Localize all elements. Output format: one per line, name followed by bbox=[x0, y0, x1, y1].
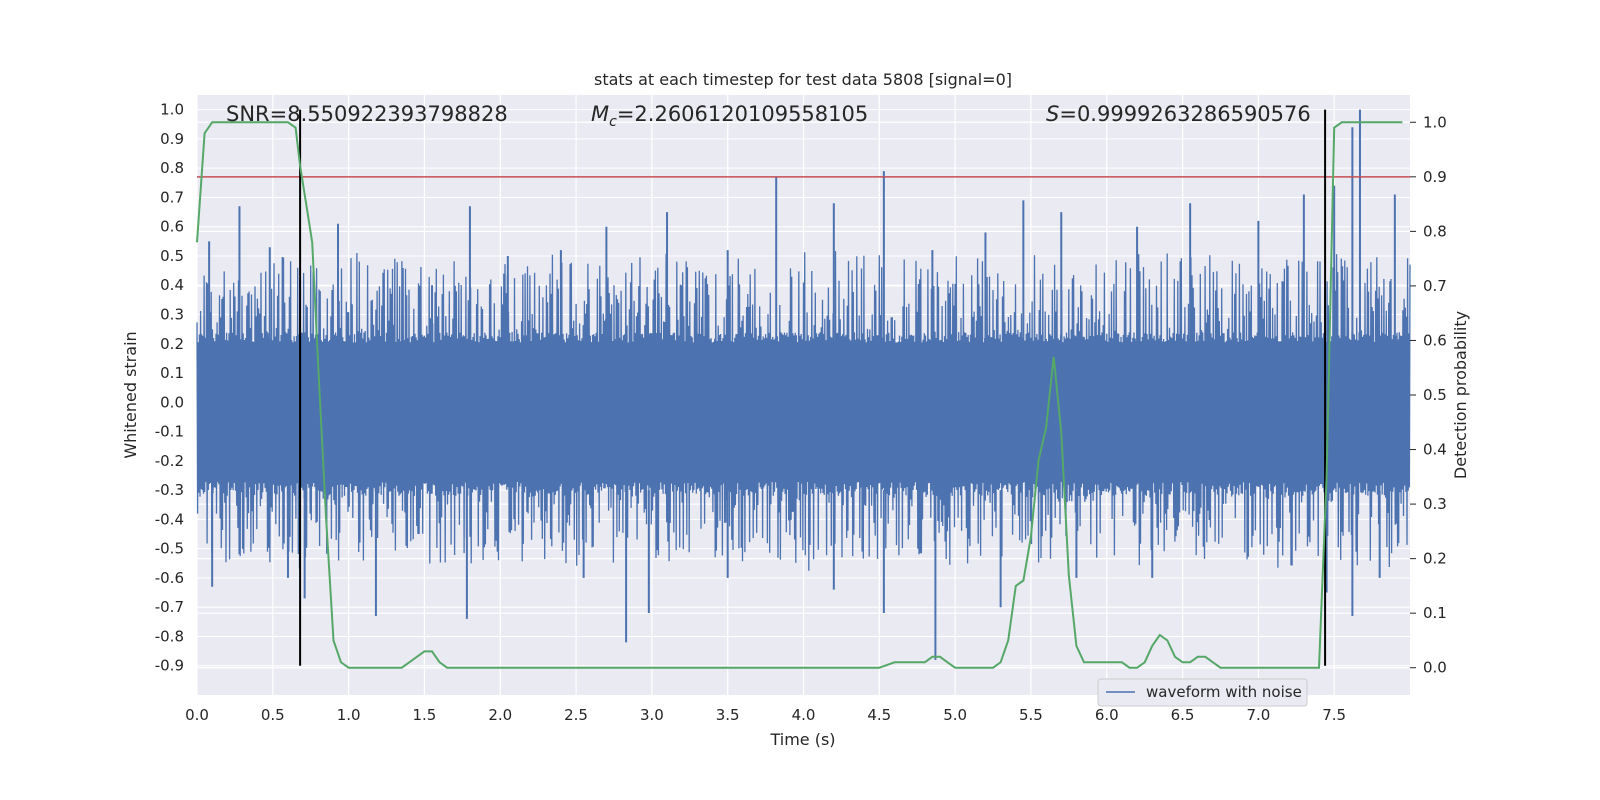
x-tick-label: 1.5 bbox=[413, 706, 437, 724]
y-tick-label: 0.7 bbox=[160, 188, 184, 206]
y-tick-label: 0.2 bbox=[160, 335, 184, 353]
detection-probability-line bbox=[196, 121, 1403, 669]
chirp-mass-subscript: c bbox=[609, 114, 617, 130]
y-tick-label: 1.0 bbox=[160, 101, 184, 119]
y-tick-label: 0.5 bbox=[160, 247, 184, 265]
x-tick-label: 3.0 bbox=[640, 706, 664, 724]
y-tick-label: 0.9 bbox=[160, 130, 184, 148]
y2-tick-label: 0.4 bbox=[1423, 441, 1447, 459]
y-tick-label: 0.3 bbox=[160, 306, 184, 324]
x-tick-label: 2.0 bbox=[488, 706, 512, 724]
x-tick-label: 7.5 bbox=[1322, 706, 1346, 724]
x-tick-label: 2.5 bbox=[564, 706, 588, 724]
x-tick-label: 5.0 bbox=[943, 706, 967, 724]
y-tick-label: -0.4 bbox=[155, 510, 184, 528]
legend-entry-waveform: waveform with noise bbox=[1146, 683, 1302, 701]
y-tick-label: -0.2 bbox=[155, 452, 184, 470]
y2-tick-label: 0.7 bbox=[1423, 277, 1447, 295]
score-annotation: S=0.9999263286590576 bbox=[1046, 102, 1311, 126]
y2-tick-label: 1.0 bbox=[1423, 113, 1447, 131]
y2-tick-label: 0.0 bbox=[1423, 659, 1447, 677]
x-tick-label: 0.0 bbox=[185, 706, 209, 724]
y-tick-label: -0.7 bbox=[155, 598, 184, 616]
y2-tick-label: 0.2 bbox=[1423, 550, 1447, 568]
y2-tick-label: 0.5 bbox=[1423, 386, 1447, 404]
y2-tick-label: 0.3 bbox=[1423, 495, 1447, 513]
x-tick-label: 5.5 bbox=[1019, 706, 1043, 724]
y-tick-label: 0.0 bbox=[160, 393, 184, 411]
y-tick-label: 0.8 bbox=[160, 159, 184, 177]
x-tick-label: 1.0 bbox=[337, 706, 361, 724]
y-tick-label: -0.8 bbox=[155, 627, 184, 645]
x-tick-label: 3.5 bbox=[716, 706, 740, 724]
overlay-lines bbox=[196, 109, 1410, 669]
y2-tick-label: 0.6 bbox=[1423, 331, 1447, 349]
score-symbol: S bbox=[1046, 102, 1059, 126]
waveform-band bbox=[197, 342, 1410, 482]
waveform-series bbox=[196, 109, 1411, 660]
x-tick-label: 6.0 bbox=[1095, 706, 1119, 724]
y2-axis-label: Detection probability bbox=[1451, 311, 1470, 479]
legend-box bbox=[1097, 678, 1308, 707]
y-axis-label: Whitened strain bbox=[121, 331, 140, 458]
chirp-mass-annotation: Mc=2.2606120109558105 bbox=[591, 102, 868, 130]
x-tick-label: 0.5 bbox=[261, 706, 285, 724]
chirp-mass-value: =2.2606120109558105 bbox=[617, 102, 868, 126]
y-tick-label: -0.5 bbox=[155, 540, 184, 558]
y-tick-label: 0.6 bbox=[160, 218, 184, 236]
x-tick-label: 6.5 bbox=[1171, 706, 1195, 724]
x-tick-label: 4.0 bbox=[792, 706, 816, 724]
y-tick-label: -0.6 bbox=[155, 569, 184, 587]
axes: 0.0 0.5 1.0 1.5 2.0 2.5 3.0 3.5 4.0 4.5 5.0 5.5 6.0 6… bbox=[155, 101, 1447, 724]
y2-tick-label: 0.1 bbox=[1423, 604, 1447, 622]
x-axis-label: Time (s) bbox=[769, 730, 835, 749]
score-value: =0.9999263286590576 bbox=[1059, 102, 1310, 126]
y-tick-label: -0.9 bbox=[155, 657, 184, 675]
y-tick-label: -0.1 bbox=[155, 423, 184, 441]
y-tick-label: -0.3 bbox=[155, 481, 184, 499]
x-tick-label: 4.5 bbox=[867, 706, 891, 724]
snr-annotation: SNR=8.550922393798828 bbox=[226, 102, 508, 126]
legend: waveform with noise bbox=[1097, 678, 1308, 707]
y-tick-label: 0.1 bbox=[160, 364, 184, 382]
y-tick-label: 0.4 bbox=[160, 276, 184, 294]
chirp-mass-symbol: M bbox=[591, 102, 609, 126]
y2-tick-label: 0.9 bbox=[1423, 168, 1447, 186]
chart-title: stats at each timestep for test data 580… bbox=[594, 70, 1012, 89]
y2-tick-label: 0.8 bbox=[1423, 222, 1447, 240]
x-tick-label: 7.0 bbox=[1246, 706, 1270, 724]
